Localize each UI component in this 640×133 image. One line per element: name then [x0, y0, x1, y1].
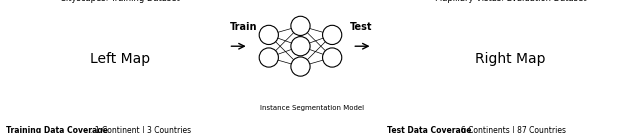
- Text: Test: Test: [350, 22, 372, 32]
- Title: Cityscapes: Training Dataset: Cityscapes: Training Dataset: [60, 0, 180, 3]
- Text: Left Map: Left Map: [90, 51, 150, 66]
- Text: Train: Train: [230, 22, 257, 32]
- Text: Instance Segmentation Model: Instance Segmentation Model: [260, 105, 364, 111]
- Text: Test Data Coverage: Test Data Coverage: [387, 126, 472, 133]
- Ellipse shape: [259, 25, 278, 45]
- Ellipse shape: [291, 37, 310, 56]
- Ellipse shape: [259, 48, 278, 67]
- Ellipse shape: [291, 16, 310, 36]
- Text: : 6 Continents | 87 Countries: : 6 Continents | 87 Countries: [456, 126, 566, 133]
- Title: Mapillary Vistas: Evaluation Dataset: Mapillary Vistas: Evaluation Dataset: [435, 0, 586, 3]
- Text: : 1 Continent | 3 Countries: : 1 Continent | 3 Countries: [90, 126, 191, 133]
- Ellipse shape: [323, 48, 342, 67]
- Ellipse shape: [291, 57, 310, 76]
- Text: Right Map: Right Map: [475, 51, 546, 66]
- Ellipse shape: [323, 25, 342, 45]
- Text: Training Data Coverage: Training Data Coverage: [6, 126, 108, 133]
